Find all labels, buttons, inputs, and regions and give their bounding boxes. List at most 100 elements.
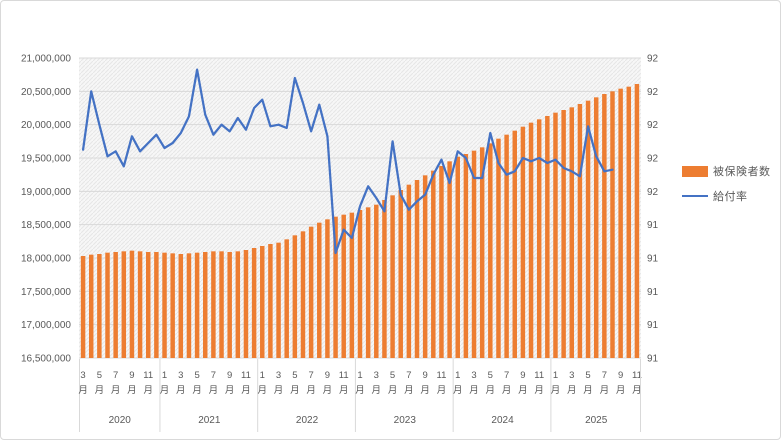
month-tick-label: 1	[357, 370, 362, 381]
insured-count-bar[interactable]	[431, 170, 436, 358]
insured-count-bar[interactable]	[365, 207, 371, 358]
insured-count-bar[interactable]	[471, 150, 477, 358]
month-tick-unit-label: 月	[306, 385, 316, 396]
insured-count-bar[interactable]	[626, 86, 632, 359]
insured-count-bar[interactable]	[243, 250, 249, 358]
insured-count-bar[interactable]	[463, 154, 469, 358]
insured-count-bar[interactable]	[349, 212, 355, 358]
right-axis-tick-label: 92	[647, 120, 659, 131]
insured-count-bar[interactable]	[618, 88, 623, 359]
insured-count-bar[interactable]	[398, 190, 403, 358]
insured-count-bar[interactable]	[545, 116, 550, 358]
left-axis-tick-label: 19,000,000	[21, 187, 71, 198]
month-tick-label: 5	[585, 370, 590, 381]
insured-count-bar[interactable]	[479, 147, 485, 358]
insured-count-bar[interactable]	[113, 252, 118, 358]
month-tick-unit-label: 月	[127, 385, 137, 396]
insured-count-bar[interactable]	[593, 97, 599, 358]
month-tick-label: 11	[437, 370, 447, 381]
month-tick-unit-label: 月	[583, 385, 593, 396]
insured-count-bar[interactable]	[577, 104, 583, 358]
insured-count-bar[interactable]	[170, 253, 175, 358]
insured-count-bar[interactable]	[422, 175, 428, 358]
insured-count-bar[interactable]	[178, 254, 184, 358]
legend-item-insured-count[interactable]: 被保険者数	[682, 163, 771, 179]
month-tick-label: 7	[602, 370, 607, 381]
insured-count-bar[interactable]	[341, 214, 346, 358]
insured-count-bar[interactable]	[235, 251, 241, 358]
month-tick-label: 5	[97, 370, 102, 381]
insured-count-bar[interactable]	[88, 254, 94, 358]
insured-count-bar[interactable]	[569, 107, 575, 358]
insured-count-bar[interactable]	[292, 235, 298, 358]
right-axis-tick-label: 91	[647, 354, 659, 365]
month-tick-unit-label: 月	[111, 385, 121, 396]
insured-count-bar[interactable]	[406, 184, 412, 358]
month-tick-unit-label: 月	[518, 385, 528, 396]
chart-legend: 被保険者数 給付率	[682, 163, 771, 204]
left-axis-tick-label: 20,500,000	[21, 87, 71, 98]
insured-count-bar[interactable]	[219, 251, 224, 358]
insured-count-bar[interactable]	[145, 252, 151, 358]
insured-count-bar[interactable]	[325, 219, 330, 358]
insured-count-bar[interactable]	[276, 242, 281, 358]
insured-count-bar[interactable]	[203, 252, 208, 358]
insured-count-bar[interactable]	[284, 239, 289, 358]
month-tick-label: 9	[227, 370, 232, 381]
insured-count-bar[interactable]	[496, 138, 501, 358]
insured-count-bar[interactable]	[129, 250, 135, 358]
insured-count-bar[interactable]	[268, 244, 273, 358]
insured-count-bar[interactable]	[137, 251, 143, 358]
insured-count-bar[interactable]	[585, 100, 591, 359]
insured-count-bar[interactable]	[512, 130, 517, 358]
insured-count-bar[interactable]	[162, 252, 167, 358]
insured-count-bar[interactable]	[194, 252, 200, 358]
month-tick-label: 1	[260, 370, 265, 381]
insured-count-bar[interactable]	[121, 251, 127, 358]
insured-count-bar[interactable]	[414, 180, 420, 358]
insured-count-bar[interactable]	[186, 253, 192, 358]
insured-count-bar[interactable]	[447, 161, 452, 358]
month-tick-unit-label: 月	[616, 385, 626, 396]
insured-count-bar[interactable]	[97, 254, 102, 358]
legend-label-benefit-rate: 給付率	[713, 191, 748, 203]
insured-count-bar[interactable]	[333, 216, 338, 358]
insured-count-bar[interactable]	[439, 166, 444, 358]
benefit-rate-line[interactable]	[81, 68, 614, 255]
insured-count-bar[interactable]	[105, 252, 110, 358]
insured-count-bar[interactable]	[382, 200, 387, 358]
legend-item-benefit-rate[interactable]: 給付率	[682, 188, 771, 204]
month-tick-label: 7	[211, 370, 216, 381]
insured-count-bar[interactable]	[536, 119, 542, 358]
insured-count-bar[interactable]	[251, 248, 257, 358]
month-tick-unit-label: 月	[469, 385, 479, 396]
insured-count-bar[interactable]	[634, 84, 640, 358]
insured-count-bar[interactable]	[308, 226, 314, 358]
month-tick-label: 5	[194, 370, 199, 381]
insured-count-bar[interactable]	[602, 94, 607, 358]
insured-count-bar[interactable]	[154, 252, 159, 358]
insured-count-bar[interactable]	[504, 134, 509, 358]
insured-count-bar[interactable]	[488, 143, 493, 358]
month-tick-label: 5	[390, 370, 395, 381]
insured-count-bar[interactable]	[561, 110, 566, 358]
insured-count-bar[interactable]	[80, 256, 86, 358]
insured-count-bar[interactable]	[553, 112, 558, 359]
insured-count-bar[interactable]	[528, 122, 534, 359]
month-tick-unit-label: 月	[551, 385, 561, 396]
insured-count-bar[interactable]	[357, 210, 363, 358]
insured-count-bar[interactable]	[390, 195, 395, 358]
insured-count-bar[interactable]	[610, 91, 615, 358]
insured-count-bar[interactable]	[211, 251, 216, 358]
left-axis-tick-label: 19,500,000	[21, 154, 71, 165]
insured-count-bar[interactable]	[455, 156, 460, 358]
month-tick-unit-label: 月	[486, 385, 496, 396]
insured-count-bar[interactable]	[374, 204, 379, 358]
insured-count-bar[interactable]	[227, 252, 232, 358]
insured-count-bar[interactable]	[260, 246, 265, 358]
insured-count-bar[interactable]	[520, 126, 526, 359]
insured-count-bar[interactable]	[300, 231, 306, 358]
month-tick-unit-label: 月	[388, 385, 398, 396]
insured-count-bar[interactable]	[317, 222, 322, 358]
